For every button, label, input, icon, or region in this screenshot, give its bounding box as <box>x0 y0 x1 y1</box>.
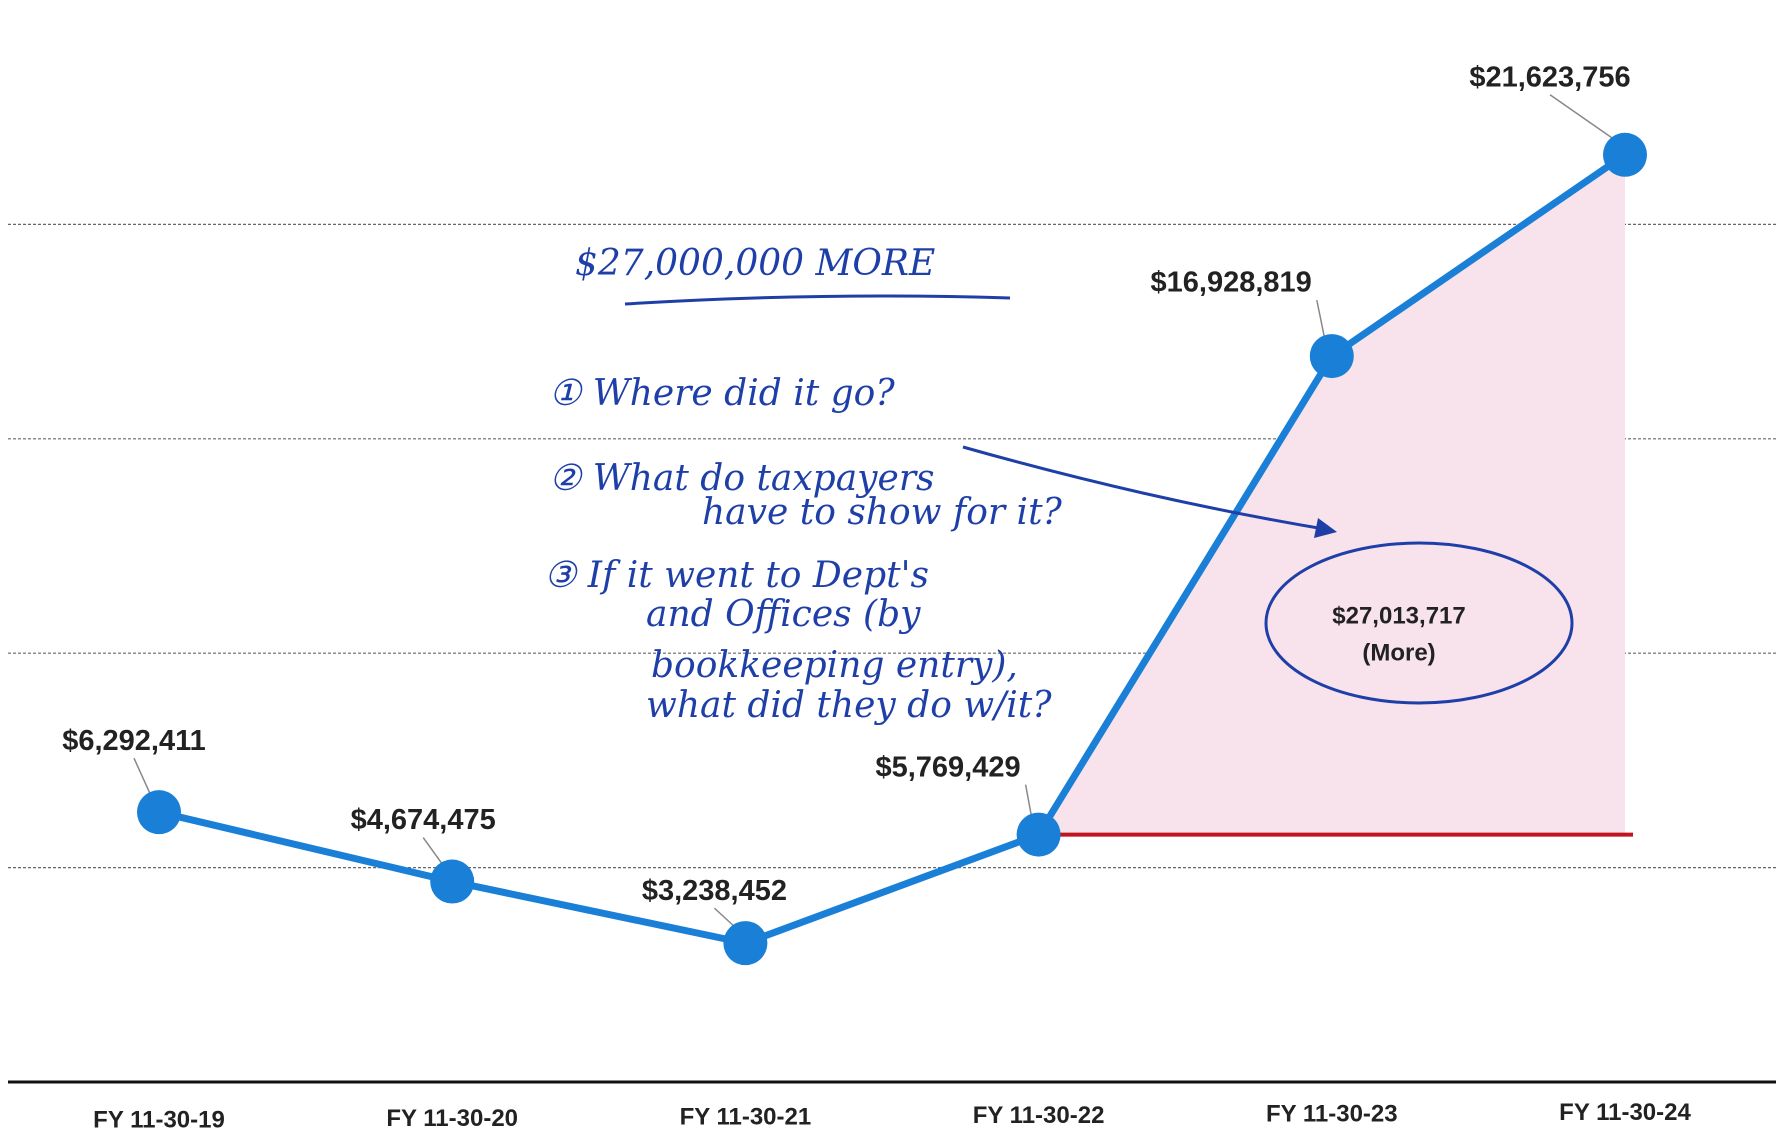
data-label: $6,292,411 <box>62 725 206 757</box>
annotations: $27,000,000 MORE ① Where did it go? ② What… <box>544 243 1574 726</box>
arrow-head <box>1314 518 1337 538</box>
marker <box>430 859 475 904</box>
handwritten-note: ① Where did it go? <box>549 373 895 414</box>
series: $6,292,411 $4,674,475 $3,238,452 $5,769,429… <box>62 61 1647 966</box>
handwritten-note: ② What do taxpayers <box>549 458 935 499</box>
data-label: $21,623,756 <box>1469 61 1630 93</box>
callout-text: (More) <box>1362 639 1435 666</box>
handwritten-note: bookkeeping entry), <box>651 645 1018 686</box>
underline <box>624 294 1011 306</box>
x-tick-label: FY 11-30-23 <box>1266 1100 1398 1127</box>
data-label: $4,674,475 <box>351 804 496 836</box>
marker <box>1309 334 1354 379</box>
x-tick-label: FY 11-30-19 <box>93 1106 225 1133</box>
shade-area <box>1038 154 1633 837</box>
line <box>158 151 1627 947</box>
arrow <box>962 445 1331 532</box>
data-label: $3,238,452 <box>642 875 787 907</box>
grid <box>8 223 1776 1084</box>
handwritten-note: ③ If it went to Dept's <box>544 555 929 596</box>
shaded-increase <box>1038 154 1625 835</box>
marker <box>1016 812 1061 857</box>
handwritten-note: and Offices (by <box>646 594 921 635</box>
x-tick-label: FY 11-30-20 <box>386 1105 518 1132</box>
handwritten-note: have to show for it? <box>702 492 1063 533</box>
handwritten-note: $27,000,000 MORE <box>575 243 935 284</box>
marker <box>1603 132 1647 177</box>
data-label: $5,769,429 <box>875 751 1020 783</box>
marker <box>137 790 181 835</box>
x-tick-label: FY 11-30-21 <box>680 1103 812 1130</box>
data-label: $16,928,819 <box>1151 267 1312 299</box>
leader-line <box>1549 94 1620 144</box>
callout-text: $27,013,717 <box>1332 602 1465 629</box>
x-tick-label: FY 11-30-24 <box>1559 1099 1691 1126</box>
callout-circle <box>1264 541 1574 705</box>
handwritten-note: what did they do w/it? <box>646 685 1052 726</box>
marker <box>723 921 768 966</box>
x-tick-label: FY 11-30-22 <box>973 1102 1105 1129</box>
